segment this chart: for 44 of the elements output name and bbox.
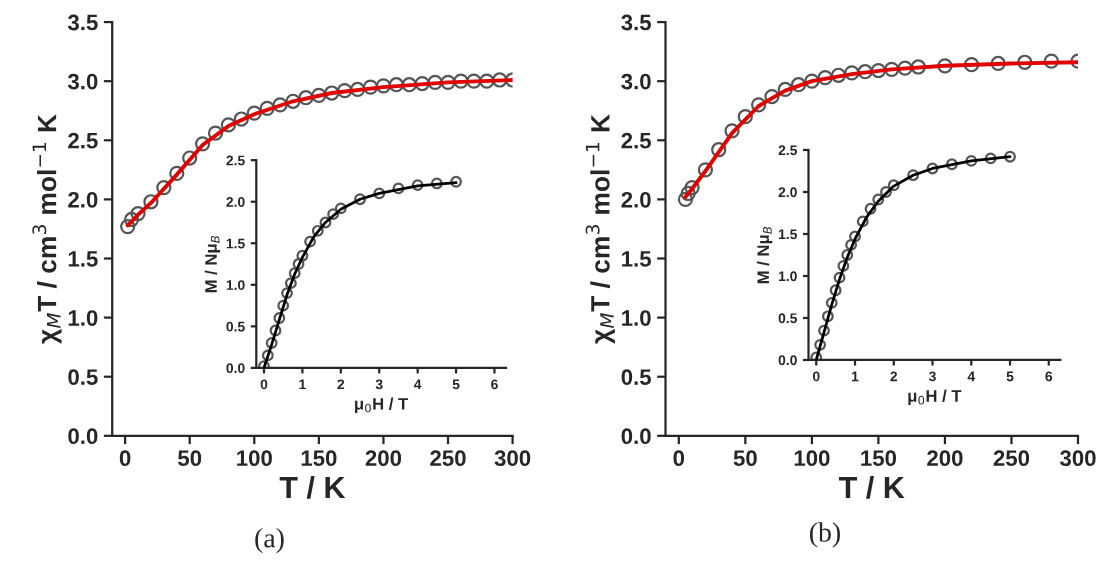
y-tick-label: 2.0	[68, 191, 98, 208]
x-axis-title: T / K	[279, 475, 346, 499]
x-tick-label: 0	[119, 450, 131, 467]
y-tick-label: 2.0	[621, 191, 651, 208]
x-tick-label: 200	[927, 450, 963, 467]
y-tick-label: 3.5	[621, 14, 651, 31]
y-tick-label: 1.0	[622, 310, 651, 326]
x-tick-label: 50	[733, 450, 757, 467]
y-tick-label: 0.0	[68, 428, 98, 445]
line-series	[683, 60, 1078, 199]
x-tick-label: 300	[1059, 450, 1096, 467]
y-tick-label: 0.5	[621, 369, 651, 385]
x-tick-label: 250	[430, 450, 466, 467]
y-tick-label: 3.0	[621, 73, 651, 90]
y-axis-title: χ$_{M}$T / cm$^{3}$ mol$^{−1}$ K	[585, 114, 615, 344]
line-series	[125, 78, 513, 228]
y-tick-label: 2.5	[621, 132, 651, 149]
x-axis-title: μ$_{0}$H / T	[355, 397, 409, 413]
y-axis-title: M / Nμ$_{B}$	[756, 226, 773, 284]
y-tick-label: 0.0	[621, 428, 651, 445]
y-tick-label: 3.5	[67, 14, 98, 31]
y-axis-title: χ$_{M}$T / cm$^{3}$ mol$^{−1}$ K	[32, 114, 62, 344]
y-tick-label: 3.0	[67, 73, 98, 90]
x-tick-label: 300	[494, 450, 531, 467]
y-axis-title: M / Nμ$_{B}$	[204, 235, 221, 293]
y-tick-label: 2.5	[68, 132, 98, 149]
x-axis-title: μ$_{0}$H / T	[908, 389, 962, 406]
text: (a)	[255, 527, 284, 554]
x-axis-title: T / K	[839, 475, 905, 499]
x-tick-label: 200	[365, 450, 402, 467]
x-tick-label: 100	[237, 450, 272, 467]
x-tick-label: 0	[673, 450, 685, 467]
line-series	[262, 181, 458, 368]
y-tick-label: 1.5	[622, 251, 651, 267]
x-tick-label: 150	[301, 450, 337, 467]
line-series	[814, 155, 1012, 360]
x-tick-label: 150	[861, 450, 897, 467]
text: (b)	[810, 522, 840, 548]
y-tick-label: 1.5	[68, 251, 98, 267]
x-tick-label: 50	[178, 450, 202, 467]
x-tick-label: 100	[794, 450, 830, 467]
y-tick-label: 0.5	[68, 369, 98, 385]
x-tick-label: 250	[993, 450, 1030, 467]
y-tick-label: 1.0	[68, 310, 98, 326]
